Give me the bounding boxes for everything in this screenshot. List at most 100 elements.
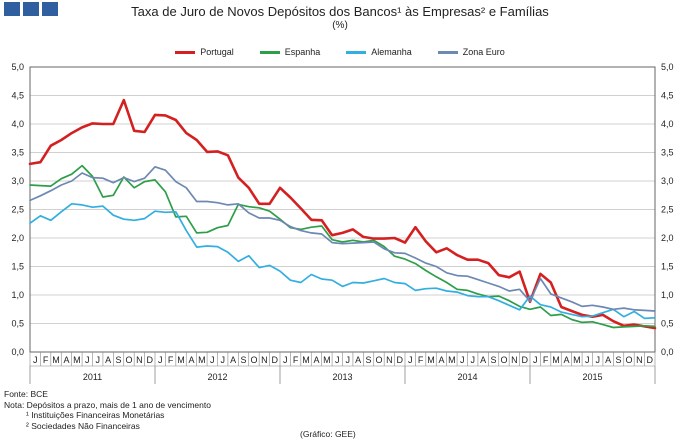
month-label: D [272, 355, 279, 365]
month-label: F [293, 355, 299, 365]
month-label: O [625, 355, 632, 365]
month-label: D [522, 355, 529, 365]
y-tick-label-right: 5,0 [661, 62, 674, 72]
legend-label-portugal: Portugal [200, 47, 234, 57]
y-tick-label-right: 1,5 [661, 262, 674, 272]
month-label: M [552, 355, 560, 365]
month-label: N [511, 355, 518, 365]
month-label: N [636, 355, 643, 365]
month-label: M [573, 355, 581, 365]
month-label: M [323, 355, 331, 365]
month-label: M [198, 355, 206, 365]
month-label: N [136, 355, 143, 365]
month-label: A [105, 355, 111, 365]
series-line-zona-euro [29, 165, 656, 312]
month-label: S [366, 355, 372, 365]
y-tick-label-left: 0,0 [11, 347, 24, 357]
month-label: D [147, 355, 154, 365]
month-label: O [125, 355, 132, 365]
month-label: O [500, 355, 507, 365]
month-label: D [647, 355, 654, 365]
y-tick-label-left: 2,0 [11, 233, 24, 243]
month-label: J [158, 355, 163, 365]
month-label: F [418, 355, 424, 365]
y-tick-label-right: 4,5 [661, 91, 674, 101]
legend-swatch-espanha [259, 50, 280, 54]
month-label: J [470, 355, 475, 365]
month-label: M [427, 355, 435, 365]
month-label: F [168, 355, 174, 365]
y-tick-label-right: 0,0 [661, 347, 674, 357]
y-tick-label-left: 4,5 [11, 91, 24, 101]
chart-subtitle: (%) [332, 20, 348, 31]
year-label: 2011 [83, 372, 102, 382]
series-line-espanha [29, 164, 656, 329]
year-label: 2015 [582, 372, 602, 382]
month-label: J [533, 355, 538, 365]
y-tick-label-left: 4,0 [11, 119, 24, 129]
legend-label-zona-euro: Zona Euro [462, 47, 505, 57]
y-tick-label-right: 0,5 [661, 319, 674, 329]
month-label: S [116, 355, 122, 365]
footnote-1: ¹ Instituições Financeiras Monetárias [26, 410, 165, 420]
y-tick-label-right: 3,0 [661, 176, 674, 186]
month-label: F [543, 355, 549, 365]
month-label: A [605, 355, 611, 365]
month-label: J [460, 355, 465, 365]
legend-label-alemanha: Alemanha [371, 47, 412, 57]
legend-swatch-alemanha [346, 50, 367, 54]
month-label: O [375, 355, 382, 365]
month-label: A [230, 355, 236, 365]
month-label: A [438, 355, 444, 365]
month-label: A [480, 355, 486, 365]
y-tick-label-right: 3,5 [661, 148, 674, 158]
month-label: M [52, 355, 60, 365]
month-label: J [85, 355, 90, 365]
month-label: J [345, 355, 350, 365]
month-label: A [313, 355, 319, 365]
y-tick-label-left: 5,0 [11, 62, 24, 72]
month-label: S [616, 355, 622, 365]
y-tick-label-right: 1,0 [661, 290, 674, 300]
month-label: J [95, 355, 100, 365]
y-tick-label-right: 4,0 [661, 119, 674, 129]
legend-swatch-zona-euro [437, 50, 458, 54]
y-tick-label-right: 2,5 [661, 205, 674, 215]
month-label: J [210, 355, 215, 365]
month-label: F [43, 355, 49, 365]
month-label: J [595, 355, 600, 365]
legend: Portugal Espanha Alemanha Zona Euro [0, 47, 680, 57]
legend-item-alemanha: Alemanha [346, 47, 412, 57]
month-label: J [220, 355, 225, 365]
month-label: J [585, 355, 590, 365]
month-label: A [63, 355, 69, 365]
legend-swatch-portugal [175, 50, 196, 54]
legend-label-espanha: Espanha [284, 47, 321, 57]
month-label: J [33, 355, 38, 365]
month-label: A [188, 355, 194, 365]
legend-item-zona-euro: Zona Euro [437, 47, 505, 57]
chart-title: Taxa de Juro de Novos Depósitos dos Banc… [131, 4, 549, 19]
y-tick-label-right: 2,0 [661, 233, 674, 243]
month-label: S [241, 355, 247, 365]
deposit-note: Nota: Depósitos a prazo, mais de 1 ano d… [4, 399, 211, 410]
month-label: J [335, 355, 340, 365]
year-label: 2012 [207, 372, 227, 382]
y-tick-label-left: 0,5 [11, 319, 24, 329]
month-label: M [448, 355, 456, 365]
y-tick-label-left: 1,0 [11, 290, 24, 300]
y-tick-label-left: 3,0 [11, 176, 24, 186]
month-label: M [73, 355, 81, 365]
month-label: A [355, 355, 361, 365]
month-label: M [177, 355, 185, 365]
y-tick-label-left: 1,5 [11, 262, 24, 272]
y-tick-label-left: 2,5 [11, 205, 24, 215]
month-label: O [250, 355, 257, 365]
footnotes: Fonte: BCE Nota: Depósitos a prazo, mais… [4, 389, 211, 431]
month-label: N [386, 355, 393, 365]
month-label: M [302, 355, 310, 365]
chart-credit: (Gráfico: GEE) [300, 429, 356, 439]
month-label: D [397, 355, 404, 365]
year-label: 2014 [457, 372, 477, 382]
month-label: J [408, 355, 413, 365]
